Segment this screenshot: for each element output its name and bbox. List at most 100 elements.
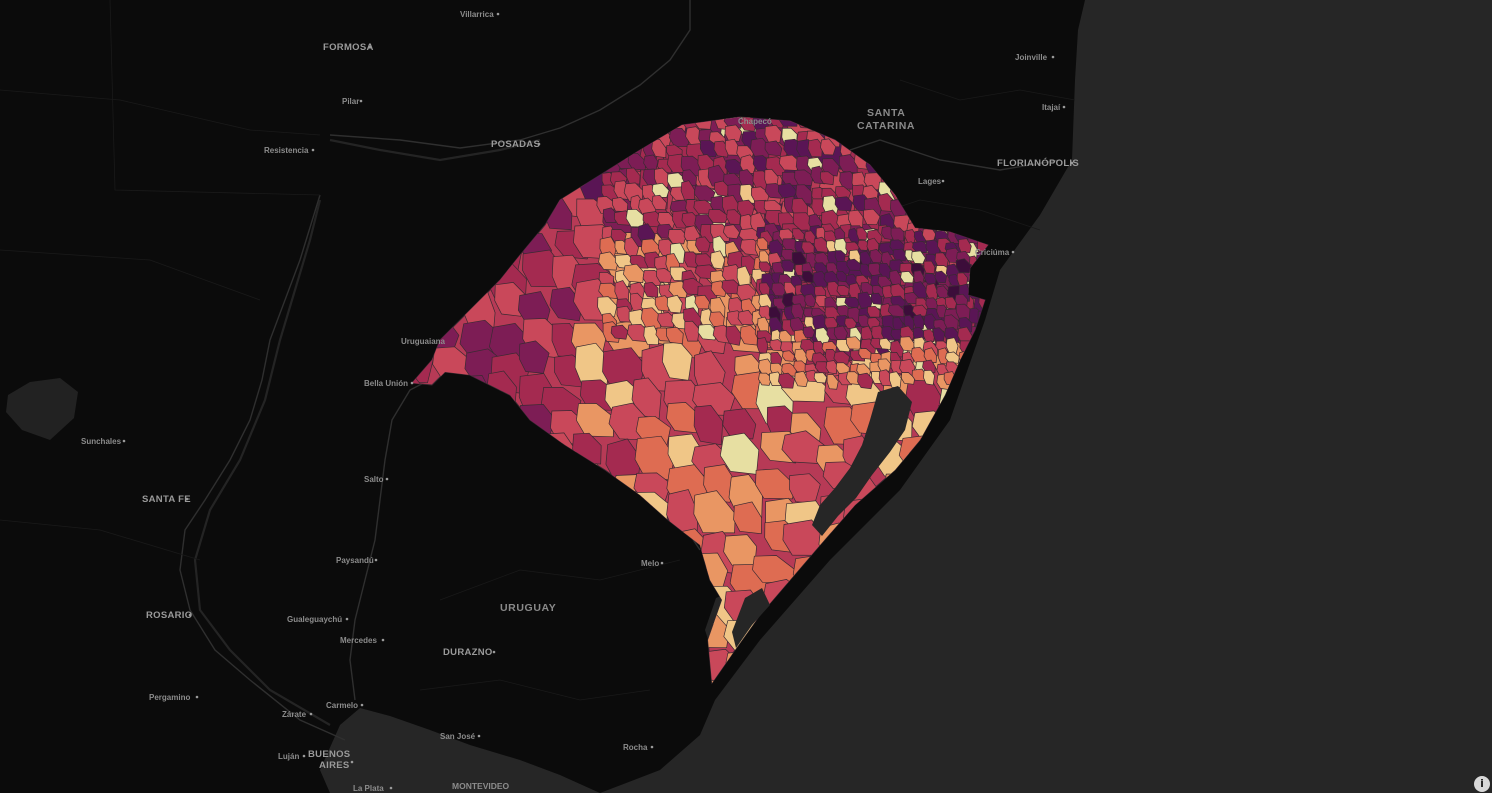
municipality-cell[interactable] [869,249,883,264]
municipality-cell[interactable] [812,270,829,288]
municipality-cell[interactable] [792,228,805,241]
municipality-cell[interactable] [435,467,479,514]
municipality-cell[interactable] [707,209,729,224]
municipality-cell[interactable] [401,650,437,680]
municipality-cell[interactable] [900,271,914,284]
municipality-cell[interactable] [758,372,773,386]
municipality-cell[interactable] [801,270,814,283]
municipality-cell[interactable] [693,490,736,534]
municipality-cell[interactable] [401,233,431,272]
municipality-cell[interactable] [613,533,657,579]
municipality-cell[interactable] [489,401,522,441]
municipality-cell[interactable] [433,201,475,243]
municipality-cell[interactable] [738,169,755,188]
municipality-cell[interactable] [458,192,494,232]
municipality-cell[interactable] [425,413,458,451]
municipality-cell[interactable] [936,196,953,217]
municipality-cell[interactable] [462,460,496,509]
municipality-cell[interactable] [801,241,815,254]
municipality-cell[interactable] [523,685,568,714]
municipality-cell[interactable] [401,435,447,483]
municipality-cell[interactable] [693,405,724,446]
municipality-cell[interactable] [651,138,667,159]
municipality-cell[interactable] [578,585,619,629]
municipality-cell[interactable] [794,370,809,387]
municipality-cell[interactable] [935,211,953,231]
municipality-cell[interactable] [955,303,971,320]
municipality-cell[interactable] [844,297,860,308]
municipality-cell[interactable] [393,281,426,317]
municipality-cell[interactable] [943,314,959,330]
municipality-cell[interactable] [918,111,934,130]
municipality-cell[interactable] [492,229,524,272]
municipality-cell[interactable] [758,261,772,273]
municipality-cell[interactable] [901,372,916,385]
municipality-cell[interactable] [463,227,507,274]
municipality-cell[interactable] [758,282,771,296]
municipality-cell[interactable] [697,323,718,341]
municipality-cell[interactable] [666,326,684,345]
municipality-cell[interactable] [825,360,838,375]
municipality-cell[interactable] [946,129,968,146]
municipality-cell[interactable] [433,259,463,292]
municipality-cell[interactable] [394,617,423,659]
municipality-cell[interactable] [642,616,685,657]
municipality-cell[interactable] [453,409,499,440]
municipality-cell[interactable] [433,533,474,566]
municipality-cell[interactable] [892,248,907,262]
municipality-cell[interactable] [923,260,936,274]
municipality-cell[interactable] [825,113,841,131]
municipality-cell[interactable] [883,139,914,187]
municipality-cell[interactable] [515,193,545,232]
municipality-cell[interactable] [577,617,620,654]
municipality-cell[interactable] [598,251,619,271]
municipality-cell[interactable] [962,113,978,134]
municipality-cell[interactable] [848,209,864,228]
municipality-cell[interactable] [723,224,741,240]
municipality-cell[interactable] [392,371,422,406]
municipality-cell[interactable] [398,504,432,537]
municipality-cell[interactable] [695,236,711,253]
municipality-cell[interactable] [889,269,902,286]
municipality-cell[interactable] [750,137,770,158]
municipality-cell[interactable] [513,164,546,206]
municipality-cell[interactable] [710,250,726,270]
municipality-cell[interactable] [723,112,743,129]
municipality-cell[interactable] [911,250,926,265]
municipality-cell[interactable] [919,125,939,146]
municipality-cell[interactable] [913,313,925,330]
municipality-cell[interactable] [952,115,970,135]
municipality-cell[interactable] [576,403,615,438]
municipality-cell[interactable] [573,135,616,165]
municipality-cell[interactable] [893,168,910,190]
municipality-cell[interactable] [979,167,996,188]
municipality-cell[interactable] [546,672,582,715]
municipality-cell[interactable] [453,576,493,622]
info-icon[interactable]: i [1474,776,1490,792]
municipality-cell[interactable] [890,145,910,161]
municipality-cell[interactable] [923,328,936,342]
municipality-cell[interactable] [651,182,670,198]
municipality-cell[interactable] [420,133,466,176]
municipality-cell[interactable] [857,372,874,390]
municipality-cell[interactable] [598,112,617,128]
municipality-cell[interactable] [457,681,493,722]
municipality-cell[interactable] [923,369,935,386]
municipality-cell[interactable] [546,555,588,586]
municipality-cell[interactable] [726,209,741,226]
municipality-cell[interactable] [434,232,473,265]
municipality-cell[interactable] [641,652,684,694]
municipality-cell[interactable] [966,138,981,159]
municipality-cell[interactable] [755,468,795,500]
municipality-cell[interactable] [820,138,837,156]
municipality-cell[interactable] [390,470,433,516]
municipality-cell[interactable] [967,103,999,143]
municipality-cell[interactable] [597,296,618,318]
municipality-cell[interactable] [579,527,618,566]
municipality-cell[interactable] [778,372,795,389]
municipality-cell[interactable] [654,116,675,134]
municipality-cell[interactable] [970,193,1004,233]
municipality-cell[interactable] [813,236,830,253]
municipality-cell[interactable] [545,139,581,177]
municipality-cell[interactable] [856,227,868,241]
